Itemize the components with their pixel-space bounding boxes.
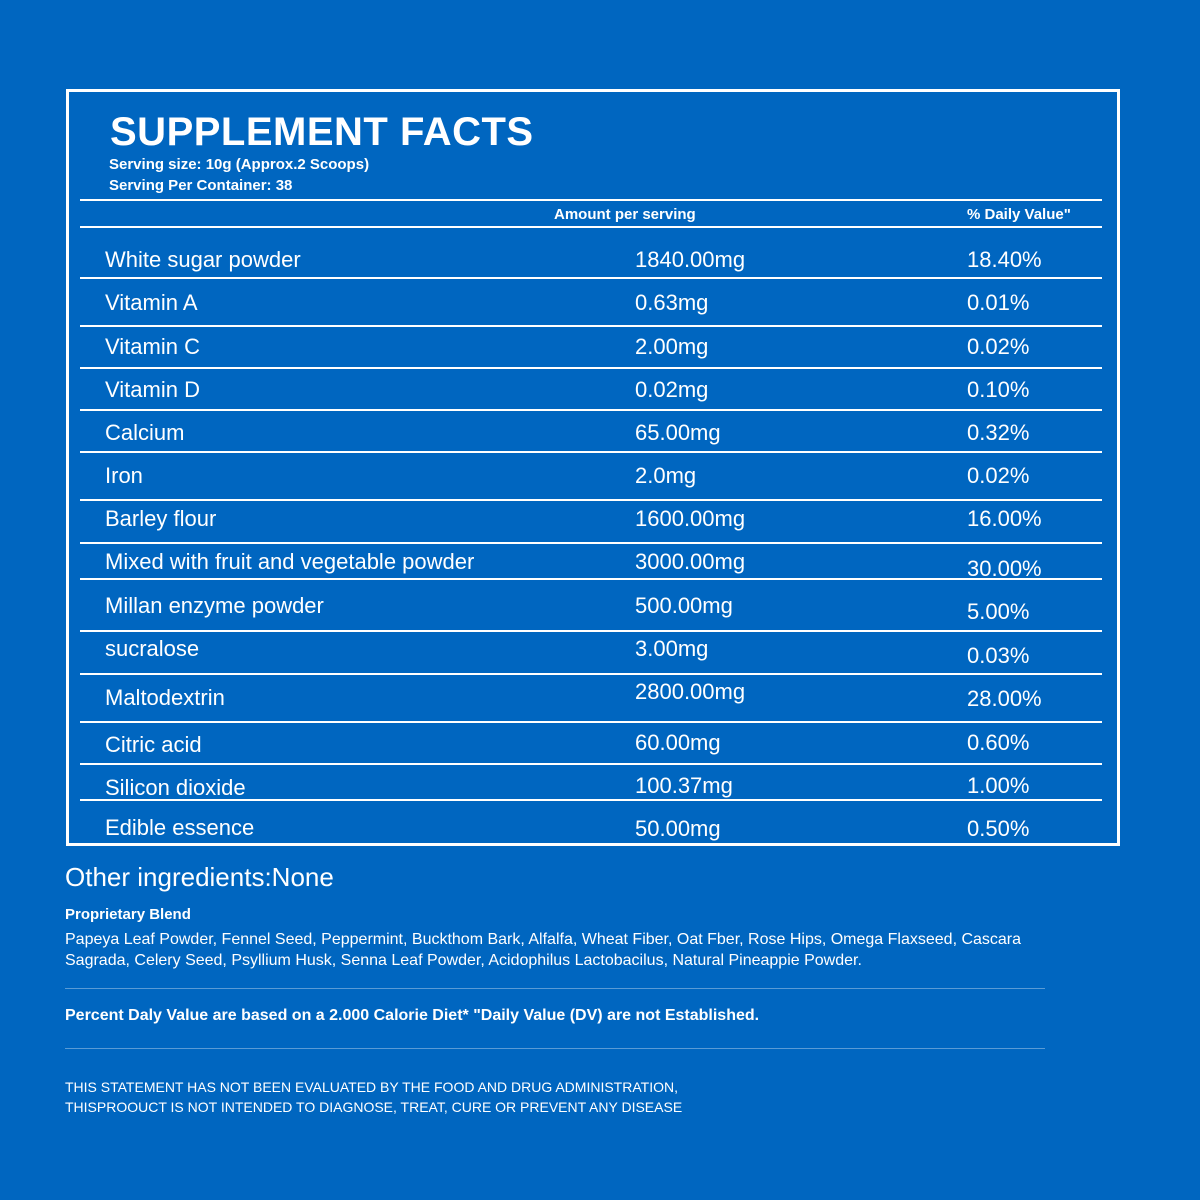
nutrient-daily-value: 1.00%	[967, 773, 1030, 798]
nutrient-amount: 60.00mg	[635, 730, 721, 755]
daily-value-note: Percent Daly Value are based on a 2.000 …	[65, 1007, 760, 1024]
nutrient-name: Barley flour	[105, 506, 217, 531]
row-divider	[80, 721, 1102, 723]
nutrient-daily-value: 5.00%	[967, 599, 1030, 624]
row-divider	[80, 409, 1102, 411]
nutrient-name: Iron	[105, 463, 143, 488]
nutrient-name: Calcium	[105, 420, 185, 445]
amount-column-header: Amount per serving	[554, 206, 696, 223]
nutrient-amount: 500.00mg	[635, 593, 733, 618]
nutrient-daily-value: 18.40%	[967, 247, 1042, 272]
nutrient-name: White sugar powder	[105, 247, 301, 272]
supplement-facts-panel	[66, 89, 1120, 846]
nutrient-name: Millan enzyme powder	[105, 593, 324, 618]
row-divider	[80, 630, 1102, 632]
row-divider	[80, 542, 1102, 544]
nutrient-name: Silicon dioxide	[105, 775, 246, 800]
nutrient-amount: 1840.00mg	[635, 247, 746, 272]
serving-size: Serving size: 10g (Approx.2 Scoops)	[109, 156, 370, 173]
other-ingredients: Other ingredients:None	[65, 862, 334, 892]
daily-value-column-header: % Daily Value"	[967, 206, 1071, 223]
nutrient-amount: 50.00mg	[635, 816, 721, 841]
nutrient-amount: 1600.00mg	[635, 506, 746, 531]
header-bottom-divider	[80, 226, 1102, 228]
row-divider	[80, 578, 1102, 580]
row-divider	[80, 451, 1102, 453]
section-divider	[65, 988, 1045, 989]
nutrient-amount: 0.02mg	[635, 377, 709, 402]
fda-disclaimer-line-1: THIS STATEMENT HAS NOT BEEN EVALUATED BY…	[65, 1079, 678, 1095]
nutrient-daily-value: 0.60%	[967, 730, 1030, 755]
nutrient-name: Vitamin C	[105, 334, 200, 359]
proprietary-blend-title: Proprietary Blend	[65, 906, 191, 923]
nutrient-daily-value: 0.10%	[967, 377, 1030, 402]
fda-disclaimer-line-2: THISPROOUCT IS NOT INTENDED TO DIAGNOSE,…	[65, 1099, 683, 1115]
nutrient-name: Maltodextrin	[105, 685, 225, 710]
nutrient-daily-value: 0.50%	[967, 816, 1030, 841]
nutrient-amount: 2.0mg	[635, 463, 697, 488]
nutrient-daily-value: 30.00%	[967, 556, 1042, 581]
nutrient-amount: 2.00mg	[635, 334, 709, 359]
row-divider	[80, 763, 1102, 765]
nutrient-daily-value: 0.32%	[967, 420, 1030, 445]
nutrient-amount: 100.37mg	[635, 773, 733, 798]
nutrient-name: sucralose	[105, 636, 200, 661]
servings-per-container: Serving Per Container: 38	[109, 177, 293, 194]
row-divider	[80, 277, 1102, 279]
nutrient-daily-value: 28.00%	[967, 686, 1042, 711]
row-divider	[80, 325, 1102, 327]
nutrient-daily-value: 0.02%	[967, 334, 1030, 359]
row-divider	[80, 367, 1102, 369]
proprietary-blend-text: Papeya Leaf Powder, Fennel Seed, Pepperm…	[65, 931, 1022, 969]
nutrient-name: Vitamin A	[105, 290, 198, 315]
nutrient-name: Citric acid	[105, 732, 202, 757]
row-divider	[80, 799, 1102, 801]
nutrient-name: Mixed with fruit and vegetable powder	[105, 549, 475, 574]
header-divider	[80, 199, 1102, 201]
nutrient-amount: 65.00mg	[635, 420, 721, 445]
row-divider	[80, 499, 1102, 501]
nutrient-amount: 2800.00mg	[635, 679, 746, 704]
nutrient-daily-value: 16.00%	[967, 506, 1042, 531]
nutrient-amount: 0.63mg	[635, 290, 709, 315]
nutrient-amount: 3.00mg	[635, 636, 709, 661]
nutrient-daily-value: 0.01%	[967, 290, 1030, 315]
nutrient-name: Edible essence	[105, 815, 255, 840]
nutrient-amount: 3000.00mg	[635, 549, 746, 574]
nutrient-daily-value: 0.03%	[967, 643, 1030, 668]
row-divider	[80, 673, 1102, 675]
section-divider	[65, 1048, 1045, 1049]
nutrient-daily-value: 0.02%	[967, 463, 1030, 488]
nutrient-name: Vitamin D	[105, 377, 200, 402]
page-title: SUPPLEMENT FACTS	[110, 110, 534, 154]
